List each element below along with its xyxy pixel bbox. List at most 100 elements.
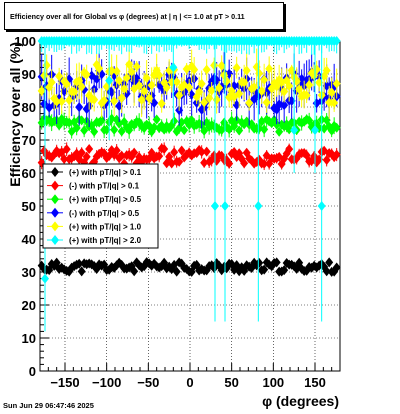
data-point — [170, 116, 179, 127]
legend-box — [42, 163, 159, 249]
outlier-point — [169, 62, 178, 73]
outlier-point — [221, 201, 229, 211]
data-point — [82, 69, 91, 80]
data-point — [122, 72, 131, 83]
data-point — [275, 126, 284, 137]
outlier-point — [317, 201, 326, 211]
data-point — [325, 257, 334, 268]
data-point — [142, 73, 151, 84]
data-point — [150, 122, 159, 133]
x-tick-label: 100 — [262, 375, 284, 390]
x-tick-labels: −150 −100 −50 0 50 100 150 — [50, 375, 326, 390]
data-point — [322, 266, 331, 277]
data-point — [280, 100, 289, 111]
data-point — [260, 74, 269, 85]
data-point — [285, 81, 294, 92]
data-point — [332, 149, 341, 160]
data-point — [77, 266, 86, 277]
y-tick-label: 30 — [22, 265, 36, 280]
data-point — [197, 78, 206, 89]
data-point — [155, 151, 164, 162]
data-point — [110, 95, 119, 106]
x-tick-label: 50 — [224, 375, 238, 390]
data-point — [330, 120, 339, 131]
data-point — [85, 143, 94, 154]
data-point — [210, 60, 219, 71]
data-point — [200, 157, 209, 168]
legend-entry: (-) with pT/|q| > 0.5 — [69, 209, 140, 218]
data-point — [37, 85, 46, 96]
y-tick-label: 60 — [22, 166, 36, 181]
data-point — [60, 154, 69, 165]
data-point — [77, 147, 86, 158]
legend-marker — [51, 207, 59, 218]
legend-marker — [51, 180, 59, 191]
data-point — [147, 126, 156, 137]
x-tick-label: 150 — [304, 375, 326, 390]
data-points — [37, 36, 341, 332]
data-point — [200, 97, 209, 108]
data-point — [322, 65, 331, 76]
y-tick-label: 80 — [22, 100, 36, 115]
data-point — [172, 266, 181, 277]
data-point — [197, 146, 206, 157]
y-tick-label: 0 — [29, 364, 36, 379]
data-point — [162, 82, 171, 93]
y-tick-label: 40 — [22, 232, 36, 247]
data-point — [47, 77, 56, 88]
data-point — [160, 143, 169, 154]
legend-entry: (-) with pT/|q| > 0.1 — [69, 182, 140, 191]
data-point — [100, 95, 109, 106]
x-tick-label: −100 — [92, 375, 121, 390]
data-point — [55, 71, 64, 82]
data-point — [52, 96, 61, 107]
outlier-point — [311, 125, 319, 136]
legend-marker — [51, 167, 59, 177]
outlier-point — [105, 75, 114, 86]
data-point — [285, 124, 294, 135]
data-point — [242, 65, 251, 76]
data-point — [332, 36, 341, 46]
data-point — [255, 257, 264, 268]
data-point — [207, 85, 216, 96]
data-point — [95, 63, 104, 74]
y-tick-label: 100 — [14, 34, 36, 49]
data-point — [255, 68, 264, 79]
data-point — [190, 64, 199, 75]
data-point — [77, 81, 86, 92]
outlier-point — [211, 201, 219, 211]
data-point — [175, 156, 184, 167]
legend-marker — [51, 221, 59, 232]
data-point — [332, 262, 341, 273]
data-point — [82, 151, 91, 162]
data-point — [272, 257, 281, 268]
data-point — [155, 70, 164, 81]
y-tick-labels: 0 10 20 30 40 50 60 70 80 90 100 — [14, 34, 36, 379]
y-tick-label: 20 — [22, 298, 36, 313]
x-tick-label: −150 — [50, 375, 79, 390]
series-3 — [37, 109, 341, 139]
data-point — [260, 264, 269, 275]
data-point — [305, 79, 314, 90]
data-point — [200, 125, 209, 136]
data-point — [130, 147, 139, 158]
legend-entry: (+) with pT/|q| > 0.1 — [69, 168, 142, 177]
data-point — [332, 78, 341, 89]
data-point — [177, 145, 186, 156]
data-point — [332, 122, 341, 133]
data-point — [232, 62, 241, 73]
data-point — [180, 125, 189, 136]
data-point — [132, 61, 141, 72]
data-point — [240, 158, 249, 169]
data-point — [285, 144, 294, 155]
y-tick-label: 90 — [22, 67, 36, 82]
outlier-point — [41, 273, 49, 284]
y-axis-label: Efficiency over all (%) — [7, 42, 23, 187]
data-point — [117, 126, 126, 137]
x-tick-label: 0 — [186, 375, 193, 390]
data-point — [262, 97, 271, 108]
x-tick-label: −50 — [137, 375, 159, 390]
legend-entry: (+) with pT/|q| > 2.0 — [69, 236, 142, 245]
chart-title: Efficiency over all for Global vs φ (deg… — [10, 12, 245, 21]
legend-marker — [51, 194, 59, 205]
